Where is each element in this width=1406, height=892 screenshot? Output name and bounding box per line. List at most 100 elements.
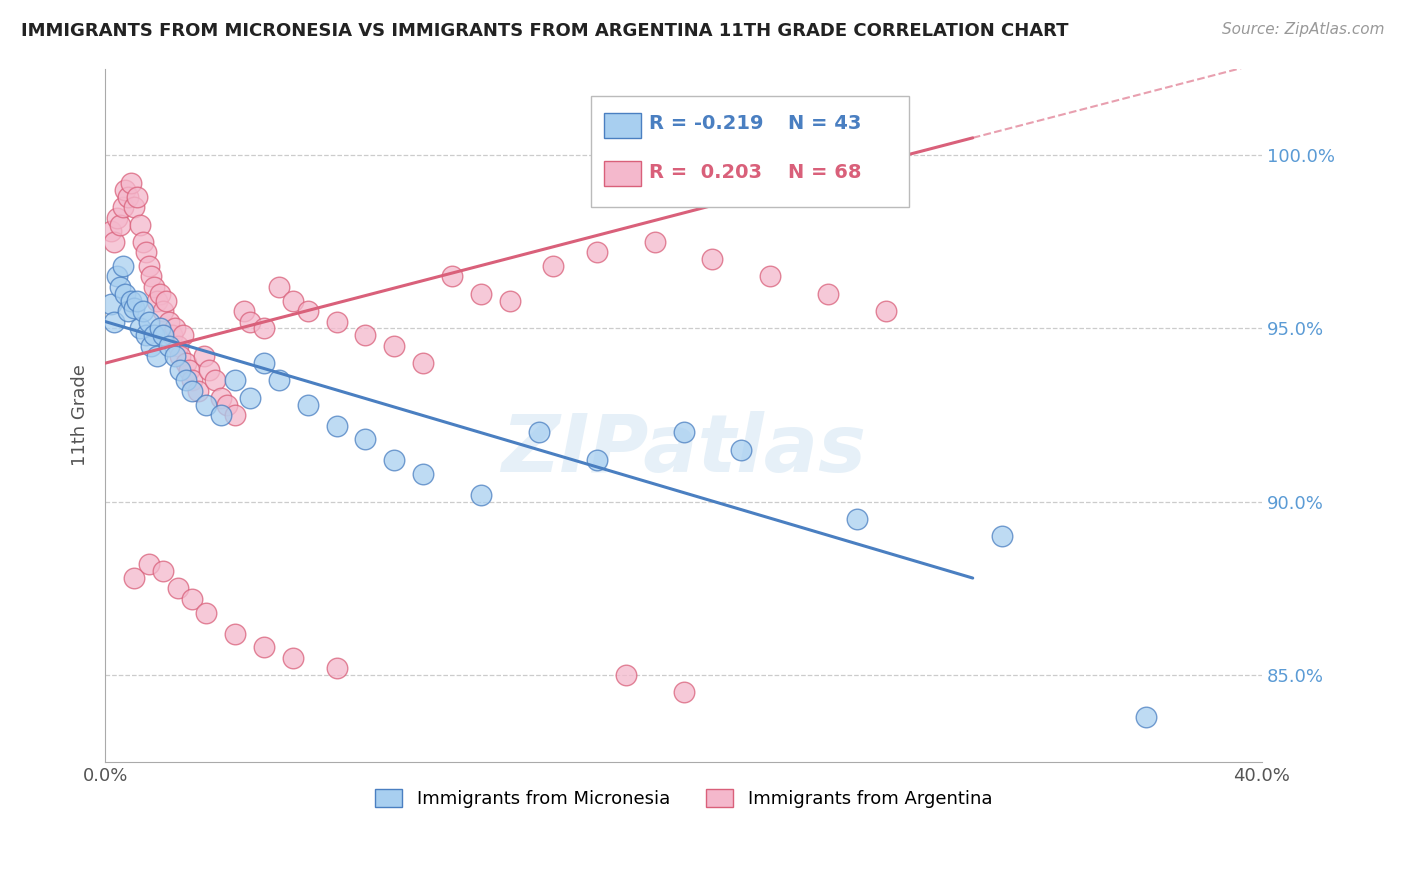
Point xyxy=(672,685,695,699)
FancyBboxPatch shape xyxy=(591,96,910,207)
Point xyxy=(283,293,305,308)
Point xyxy=(120,176,142,190)
Point xyxy=(672,425,695,440)
Point xyxy=(730,442,752,457)
Point xyxy=(585,245,607,260)
Point xyxy=(122,200,145,214)
Point xyxy=(114,286,136,301)
Point xyxy=(166,582,188,596)
Point xyxy=(163,349,186,363)
Point xyxy=(325,314,347,328)
Point xyxy=(177,363,200,377)
Point xyxy=(103,235,125,249)
Point xyxy=(152,564,174,578)
Y-axis label: 11th Grade: 11th Grade xyxy=(72,364,89,467)
Point xyxy=(155,293,177,308)
Point xyxy=(169,349,191,363)
Point xyxy=(224,374,246,388)
Point xyxy=(267,374,290,388)
Point xyxy=(157,314,180,328)
Point xyxy=(614,668,637,682)
Point xyxy=(1135,709,1157,723)
Point xyxy=(135,328,157,343)
Point xyxy=(172,328,194,343)
Point xyxy=(143,328,166,343)
Point xyxy=(125,293,148,308)
Point xyxy=(135,245,157,260)
Point xyxy=(122,571,145,585)
Point xyxy=(239,314,262,328)
Point xyxy=(215,398,238,412)
Point xyxy=(527,425,550,440)
Text: ZIPatlas: ZIPatlas xyxy=(501,411,866,489)
Point xyxy=(160,328,183,343)
Point xyxy=(152,304,174,318)
Point xyxy=(297,304,319,318)
Point xyxy=(354,433,377,447)
Point xyxy=(759,269,782,284)
Point xyxy=(174,356,197,370)
Point xyxy=(204,374,226,388)
Point xyxy=(100,297,122,311)
Point xyxy=(702,252,724,267)
Point xyxy=(187,384,209,398)
Text: N = 43: N = 43 xyxy=(787,114,860,134)
Point xyxy=(846,512,869,526)
Point xyxy=(297,398,319,412)
Point xyxy=(181,591,204,606)
Point xyxy=(384,339,406,353)
Point xyxy=(441,269,464,284)
Point xyxy=(129,321,152,335)
Point xyxy=(108,218,131,232)
Point xyxy=(253,321,276,335)
Point xyxy=(990,529,1012,543)
Point xyxy=(146,293,169,308)
Point xyxy=(354,328,377,343)
Point xyxy=(149,321,172,335)
Point xyxy=(543,259,565,273)
FancyBboxPatch shape xyxy=(603,113,641,138)
Point xyxy=(644,235,666,249)
Point xyxy=(108,280,131,294)
Point xyxy=(141,269,163,284)
Point xyxy=(111,259,134,273)
Point xyxy=(412,467,434,481)
Point xyxy=(138,259,160,273)
Point xyxy=(325,661,347,675)
Text: R =  0.203: R = 0.203 xyxy=(648,163,762,182)
Point xyxy=(470,286,492,301)
Text: R = -0.219: R = -0.219 xyxy=(648,114,763,134)
Point xyxy=(169,363,191,377)
Point xyxy=(875,304,897,318)
Point xyxy=(384,453,406,467)
Point xyxy=(146,349,169,363)
Point xyxy=(325,418,347,433)
Point xyxy=(233,304,256,318)
Point xyxy=(138,314,160,328)
Point xyxy=(105,269,128,284)
Point xyxy=(193,349,215,363)
Point xyxy=(120,293,142,308)
Point xyxy=(100,224,122,238)
Point xyxy=(117,190,139,204)
Point xyxy=(117,304,139,318)
Point xyxy=(817,286,839,301)
Point xyxy=(181,374,204,388)
Point xyxy=(253,356,276,370)
Text: IMMIGRANTS FROM MICRONESIA VS IMMIGRANTS FROM ARGENTINA 11TH GRADE CORRELATION C: IMMIGRANTS FROM MICRONESIA VS IMMIGRANTS… xyxy=(21,22,1069,40)
Point xyxy=(470,488,492,502)
Point xyxy=(253,640,276,655)
Point xyxy=(111,200,134,214)
Text: Source: ZipAtlas.com: Source: ZipAtlas.com xyxy=(1222,22,1385,37)
FancyBboxPatch shape xyxy=(603,161,641,186)
Text: N = 68: N = 68 xyxy=(787,163,860,182)
Point xyxy=(103,314,125,328)
Point xyxy=(152,328,174,343)
Point xyxy=(195,398,218,412)
Point xyxy=(224,408,246,422)
Point xyxy=(105,211,128,225)
Point xyxy=(132,304,155,318)
Point xyxy=(157,339,180,353)
Point xyxy=(166,339,188,353)
Point xyxy=(195,606,218,620)
